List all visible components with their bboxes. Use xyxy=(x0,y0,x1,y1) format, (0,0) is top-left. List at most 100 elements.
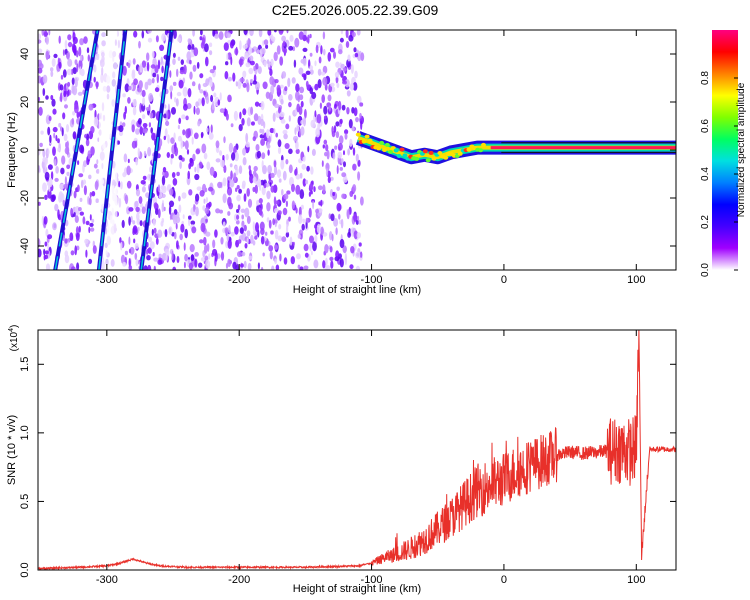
noise-speckle xyxy=(193,47,199,57)
noise-speckle xyxy=(206,161,211,170)
noise-speckle xyxy=(185,128,191,139)
noise-speckle xyxy=(360,196,364,206)
noise-speckle xyxy=(147,146,152,157)
noise-speckle xyxy=(90,126,95,134)
noise-speckle xyxy=(257,262,260,270)
noise-speckle xyxy=(299,94,304,101)
noise-speckle xyxy=(118,180,121,188)
noise-speckle xyxy=(45,50,50,60)
noise-speckle xyxy=(161,252,167,261)
noise-speckle xyxy=(275,132,279,138)
noise-speckle xyxy=(249,55,254,62)
noise-speckle xyxy=(229,40,234,49)
noise-speckle xyxy=(292,241,295,246)
noise-speckle xyxy=(157,259,163,265)
noise-speckle xyxy=(140,180,146,185)
noise-speckle xyxy=(152,252,155,257)
signal-blob xyxy=(361,139,367,144)
noise-speckle xyxy=(308,191,311,197)
noise-speckle xyxy=(141,30,145,39)
noise-speckle xyxy=(308,207,312,218)
noise-speckle xyxy=(278,178,282,183)
noise-speckle xyxy=(240,263,244,268)
snr-plot-area xyxy=(38,330,676,570)
noise-speckle xyxy=(345,30,349,39)
noise-speckle xyxy=(190,220,196,226)
noise-speckle xyxy=(293,135,299,142)
noise-speckle xyxy=(235,220,240,225)
noise-speckle xyxy=(52,146,56,156)
noise-speckle xyxy=(170,137,175,145)
noise-speckle xyxy=(314,234,318,243)
signal-track-blobs xyxy=(355,132,486,163)
noise-speckle xyxy=(326,149,330,160)
noise-speckle xyxy=(170,90,173,100)
noise-speckle xyxy=(254,235,258,240)
noise-speckle xyxy=(232,261,237,270)
noise-speckle xyxy=(198,262,203,268)
noise-speckle xyxy=(161,33,166,42)
noise-speckle xyxy=(202,205,206,211)
noise-speckle xyxy=(123,153,128,163)
noise-speckle xyxy=(172,52,176,58)
noise-speckle xyxy=(89,222,94,227)
signal-blob xyxy=(481,142,486,147)
noise-speckle xyxy=(210,124,213,134)
signal-blob xyxy=(393,148,399,153)
noise-speckle xyxy=(59,183,65,190)
noise-speckle xyxy=(309,183,314,191)
noise-speckle xyxy=(74,215,79,224)
noise-speckle xyxy=(63,90,67,98)
noise-speckle xyxy=(205,197,209,203)
noise-speckle xyxy=(80,179,84,189)
signal-blob xyxy=(387,150,393,154)
noise-speckle xyxy=(174,231,177,240)
noise-speckle xyxy=(88,103,94,111)
noise-speckle xyxy=(288,164,293,174)
noise-speckle xyxy=(199,36,203,41)
noise-speckle xyxy=(137,226,140,232)
noise-speckle xyxy=(117,39,120,49)
noise-speckle xyxy=(275,200,280,205)
noise-speckle xyxy=(60,167,65,175)
noise-speckle xyxy=(260,138,265,146)
noise-speckle xyxy=(300,58,306,64)
noise-speckle xyxy=(136,212,140,221)
noise-speckle xyxy=(143,150,147,157)
noise-speckle xyxy=(248,67,254,75)
noise-speckle xyxy=(244,207,250,218)
noise-speckle xyxy=(238,124,243,132)
noise-speckle xyxy=(248,165,251,171)
noise-speckle xyxy=(325,257,328,266)
noise-speckle xyxy=(347,54,351,62)
noise-speckle xyxy=(179,70,185,75)
noise-speckle xyxy=(303,243,309,252)
noise-speckle xyxy=(69,232,74,242)
noise-speckle xyxy=(336,165,339,175)
noise-speckle xyxy=(237,251,242,258)
noise-speckle xyxy=(223,42,229,51)
noise-speckle xyxy=(50,194,56,203)
noise-speckle xyxy=(322,31,326,40)
noise-speckle xyxy=(189,244,195,253)
noise-speckle xyxy=(327,52,332,62)
noise-speckle xyxy=(329,256,334,261)
noise-speckle xyxy=(305,80,309,88)
noise-speckle xyxy=(48,30,51,36)
noise-speckle xyxy=(242,147,247,156)
noise-speckle xyxy=(325,144,329,152)
noise-speckle xyxy=(287,77,291,88)
noise-speckle xyxy=(64,176,67,186)
noise-speckle xyxy=(227,196,232,207)
noise-speckle xyxy=(323,139,328,145)
noise-speckle xyxy=(178,117,182,125)
noise-speckle xyxy=(328,105,331,112)
noise-speckle xyxy=(64,39,68,49)
noise-speckle xyxy=(298,206,302,217)
noise-speckle xyxy=(79,144,84,154)
noise-speckle xyxy=(208,253,211,260)
noise-speckle xyxy=(273,51,278,62)
noise-speckle xyxy=(66,164,71,170)
noise-speckle xyxy=(196,61,200,69)
noise-speckle xyxy=(182,214,185,220)
